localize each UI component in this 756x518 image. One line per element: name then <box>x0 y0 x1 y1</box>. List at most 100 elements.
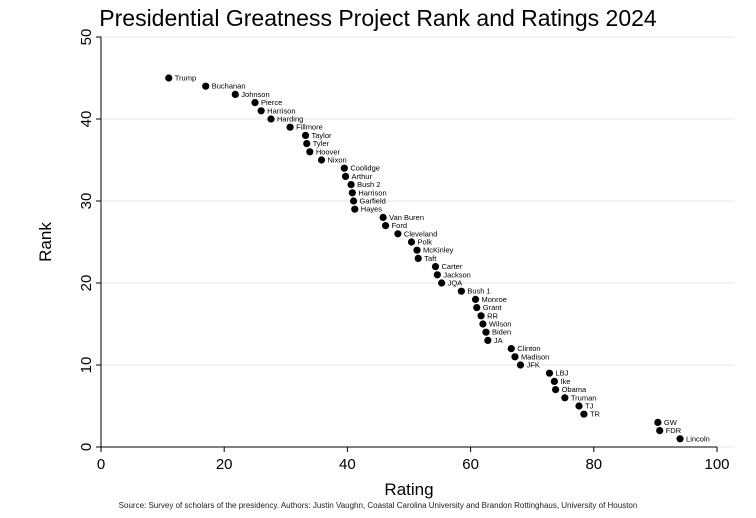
data-point-39 <box>561 394 569 402</box>
data-point-16 <box>351 205 359 213</box>
data-point-label-31: Biden <box>492 328 511 337</box>
data-point-38 <box>552 386 560 394</box>
data-point-label-7: Taylor <box>312 131 333 140</box>
data-point-label-36: LBJ <box>555 369 568 378</box>
data-point-label-39: Truman <box>571 393 597 402</box>
data-point-3 <box>251 99 259 107</box>
x-tick-label-80: 80 <box>585 456 602 473</box>
data-point-42 <box>654 418 662 426</box>
data-point-label-25: JQA <box>448 279 463 288</box>
data-point-label-0: Trump <box>175 74 196 83</box>
data-point-17 <box>379 213 387 221</box>
data-point-label-11: Coolidge <box>350 164 380 173</box>
data-point-label-24: Jackson <box>443 270 471 279</box>
y-tick-label-50: 50 <box>78 29 95 46</box>
data-point-label-37: Ike <box>560 377 570 386</box>
data-point-label-21: McKinley <box>423 246 454 255</box>
data-point-27 <box>471 295 480 303</box>
data-point-label-34: Madison <box>521 352 549 361</box>
data-point-label-26: Bush 1 <box>467 287 490 296</box>
data-point-label-42: GW <box>664 418 678 427</box>
y-axis-title: Rank <box>36 222 55 262</box>
data-point-label-19: Cleveland <box>404 229 437 238</box>
data-point-28 <box>473 304 481 312</box>
data-point-label-5: Harding <box>277 115 303 124</box>
data-point-label-27: Monroe <box>482 295 507 304</box>
data-point-label-8: Tyler <box>313 139 330 148</box>
data-point-12 <box>341 172 350 180</box>
data-point-18 <box>381 222 390 230</box>
y-tick-label-20: 20 <box>78 275 95 292</box>
y-tick-label-30: 30 <box>78 193 95 210</box>
data-point-23 <box>431 263 440 271</box>
data-point-label-13: Bush 2 <box>357 180 380 189</box>
data-point-40 <box>575 402 583 410</box>
data-point-label-23: Carter <box>441 262 462 271</box>
data-point-label-15: Garfield <box>360 197 386 206</box>
data-point-label-40: TJ <box>585 402 594 411</box>
data-point-9 <box>306 148 314 156</box>
data-point-label-28: Grant <box>483 303 503 312</box>
data-point-label-12: Arthur <box>352 172 373 181</box>
data-point-2 <box>231 90 239 98</box>
data-point-label-14: Harrison <box>358 188 386 197</box>
data-point-34 <box>511 353 519 361</box>
y-tick-label-0: 0 <box>78 443 95 451</box>
data-point-20 <box>407 238 416 246</box>
data-point-label-6: Fillmore <box>296 123 323 132</box>
x-tick-label-20: 20 <box>216 456 233 473</box>
data-point-21 <box>413 246 421 254</box>
data-point-26 <box>457 287 465 295</box>
x-tick-label-40: 40 <box>339 456 356 473</box>
data-point-label-18: Ford <box>392 221 407 230</box>
data-point-41 <box>580 410 588 418</box>
data-point-6 <box>286 123 294 131</box>
data-point-label-44: Lincoln <box>686 434 710 443</box>
data-point-31 <box>482 328 490 336</box>
data-point-24 <box>433 271 441 279</box>
data-point-43 <box>656 427 664 435</box>
data-point-label-16: Hayes <box>361 205 383 214</box>
data-point-label-4: Harrison <box>267 106 295 115</box>
data-point-label-10: Nixon <box>328 156 347 165</box>
data-point-5 <box>267 115 275 123</box>
data-point-33 <box>507 345 515 353</box>
data-point-10 <box>317 156 326 164</box>
source-note: Source: Survey of scholars of the presid… <box>118 501 638 510</box>
data-point-label-41: TR <box>590 410 601 419</box>
data-point-label-33: Clinton <box>517 344 540 353</box>
data-point-11 <box>340 164 348 172</box>
data-point-19 <box>394 230 402 238</box>
data-point-label-3: Pierce <box>261 98 282 107</box>
x-tick-label-60: 60 <box>462 456 479 473</box>
chart-title: Presidential Greatness Project Rank and … <box>99 5 657 31</box>
data-point-36 <box>545 369 554 377</box>
data-point-44 <box>676 435 684 443</box>
data-point-4 <box>257 107 265 115</box>
data-point-label-1: Buchanan <box>212 82 246 91</box>
data-point-label-38: Obama <box>562 385 587 394</box>
data-point-13 <box>347 181 355 189</box>
data-point-29 <box>477 312 485 320</box>
data-point-label-20: Polk <box>417 238 432 247</box>
data-point-35 <box>516 361 525 369</box>
data-point-label-17: Van Buren <box>389 213 424 222</box>
data-point-1 <box>202 82 210 90</box>
y-tick-label-40: 40 <box>78 111 95 128</box>
data-point-0 <box>165 74 173 82</box>
data-point-label-43: FDR <box>666 426 682 435</box>
data-point-label-2: Johnson <box>241 90 269 99</box>
data-point-14 <box>348 189 356 197</box>
data-point-22 <box>414 254 422 262</box>
x-tick-label-0: 0 <box>97 456 105 473</box>
x-axis-title: Rating <box>384 480 433 499</box>
data-point-label-22: Taft <box>424 254 437 263</box>
y-tick-label-10: 10 <box>78 357 95 374</box>
data-point-25 <box>438 279 446 287</box>
data-point-37 <box>550 377 558 385</box>
data-point-label-35: JFK <box>526 361 539 370</box>
data-point-30 <box>479 320 487 328</box>
data-point-7 <box>301 131 310 139</box>
